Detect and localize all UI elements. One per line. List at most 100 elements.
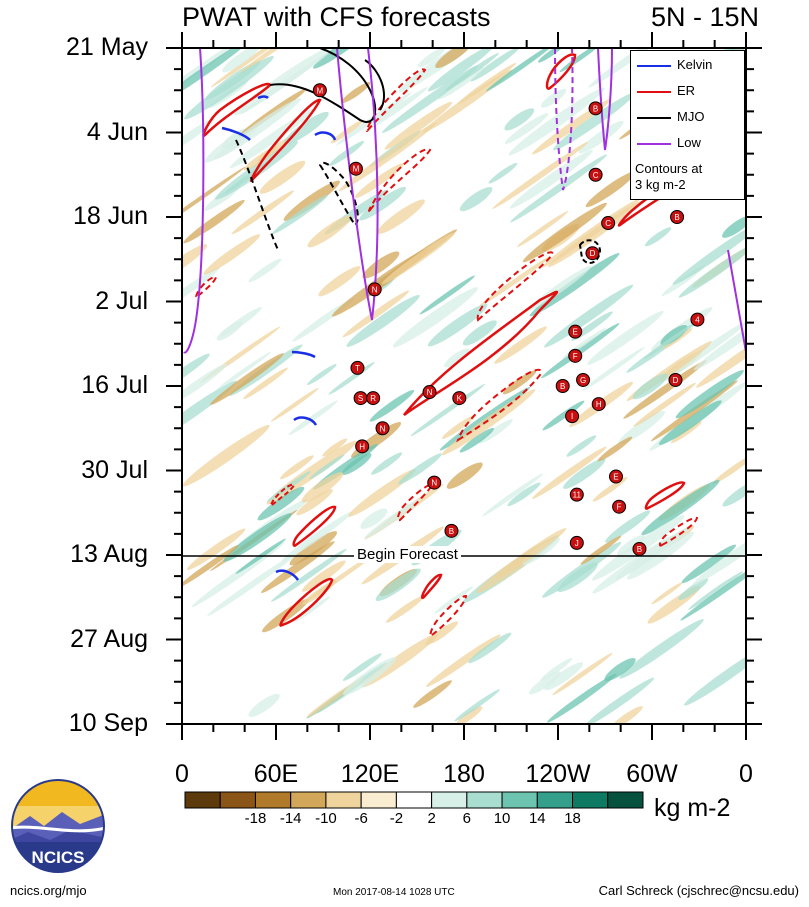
chart-region: 5N - 15N <box>650 2 759 32</box>
colorbar-swatch <box>536 791 574 809</box>
pwat-band <box>578 120 624 154</box>
storm-letter: E <box>573 328 578 337</box>
pwat-band <box>288 400 338 436</box>
storm-letter: N <box>427 388 433 397</box>
pwat-band <box>643 321 697 360</box>
storm-marker: K <box>452 391 467 406</box>
storm-marker: C <box>588 167 603 182</box>
storm-letter: 11 <box>573 491 582 500</box>
legend-label-er: ER <box>677 83 696 98</box>
er-contour <box>476 251 554 322</box>
mjo-contour <box>269 48 377 123</box>
pwat-band <box>504 113 549 145</box>
legend-swatch-low <box>637 143 671 145</box>
pwat-band <box>563 458 606 489</box>
storm-letter: H <box>359 442 365 451</box>
storm-marker: I <box>565 409 580 424</box>
pwat-band <box>210 48 294 88</box>
x-tick-label: 0 <box>175 760 189 788</box>
pwat-band <box>341 82 371 104</box>
storm-marker: R <box>366 391 381 406</box>
er-contour <box>658 516 699 547</box>
pwat-band <box>342 657 397 696</box>
storm-symbol-icon <box>668 372 683 387</box>
pwat-band <box>441 389 536 456</box>
pwat-band <box>582 347 645 391</box>
pwat-band <box>585 171 637 208</box>
storm-letter: D <box>590 249 596 258</box>
storm-marker: N <box>422 385 437 400</box>
storm-letter: R <box>370 394 376 403</box>
storm-marker: T <box>350 360 365 375</box>
storm-marker: C <box>601 216 616 231</box>
pwat-band <box>696 325 746 388</box>
legend-item-mjo: MJO <box>635 109 743 127</box>
er-contour <box>368 148 432 212</box>
pwat-band <box>681 544 737 584</box>
storm-symbol-icon <box>568 348 583 363</box>
low-contour <box>727 249 746 353</box>
pwat-band <box>502 370 537 395</box>
colorbar-tick-label: 10 <box>493 810 511 827</box>
storm-letter: M <box>353 165 360 174</box>
pwat-band <box>346 294 420 347</box>
pwat-band <box>243 367 288 400</box>
pwat-band <box>609 706 643 724</box>
storm-symbol-icon <box>375 421 390 436</box>
storm-letter: H <box>596 400 602 409</box>
pwat-band <box>672 221 746 285</box>
pwat-band <box>234 48 329 116</box>
x-tick-label: 180 <box>443 760 485 788</box>
storm-letter: I <box>571 412 573 421</box>
pwat-band <box>722 480 746 507</box>
storm-symbol-icon <box>569 535 584 550</box>
y-tick-label: 27 Aug <box>70 624 148 653</box>
storm-marker: D <box>668 372 683 387</box>
kelvin-contour <box>291 350 316 359</box>
y-tick-label: 4 Jun <box>86 117 148 146</box>
storm-marker: F <box>568 348 583 363</box>
pwat-band <box>504 108 535 131</box>
storm-letter: B <box>560 382 565 391</box>
pwat-band <box>441 415 476 439</box>
pwat-band <box>633 382 696 427</box>
pwat-band <box>419 275 476 315</box>
colorbar-tick-label: 2 <box>427 810 436 827</box>
mjo-contour <box>578 239 602 265</box>
storm-marker: F <box>612 499 627 514</box>
low-contour <box>597 48 613 151</box>
pwat-band <box>182 380 237 442</box>
er-contour <box>365 68 427 132</box>
pwat-band <box>427 48 495 92</box>
pwat-band <box>426 634 501 688</box>
pwat-band <box>623 360 707 419</box>
storm-marker: J <box>569 535 584 550</box>
storm-symbol-icon <box>355 439 370 454</box>
pwat-band <box>684 643 746 706</box>
pwat-band <box>462 320 497 346</box>
pwat-band <box>427 303 488 347</box>
axis-ticks <box>166 32 762 740</box>
y-tick-label: 13 Aug <box>70 540 148 568</box>
storm-letter: C <box>605 219 611 228</box>
storm-marker: B <box>588 101 603 116</box>
legend-note-line1: Contours at <box>635 161 703 176</box>
pwat-band <box>318 266 361 297</box>
colorbar-swatch <box>395 791 433 809</box>
er-contour <box>270 483 296 507</box>
colorbar-tick-label: 14 <box>528 810 546 827</box>
kelvin-contour <box>221 126 251 141</box>
colorbar-swatch <box>501 791 538 809</box>
storm-symbol-icon <box>588 101 603 116</box>
footer-center: Mon 2017-08-14 1028 UTC <box>333 887 455 898</box>
pwat-band <box>632 373 668 400</box>
pwat-band <box>617 535 645 556</box>
pwat-band <box>507 482 541 507</box>
pwat-band <box>376 199 425 235</box>
storm-marker: 11 <box>569 487 584 502</box>
pwat-band <box>398 453 442 485</box>
pwat-band <box>552 652 613 696</box>
storm-letter: K <box>457 394 463 403</box>
pwat-band <box>283 180 340 221</box>
pwat-band <box>381 232 455 285</box>
